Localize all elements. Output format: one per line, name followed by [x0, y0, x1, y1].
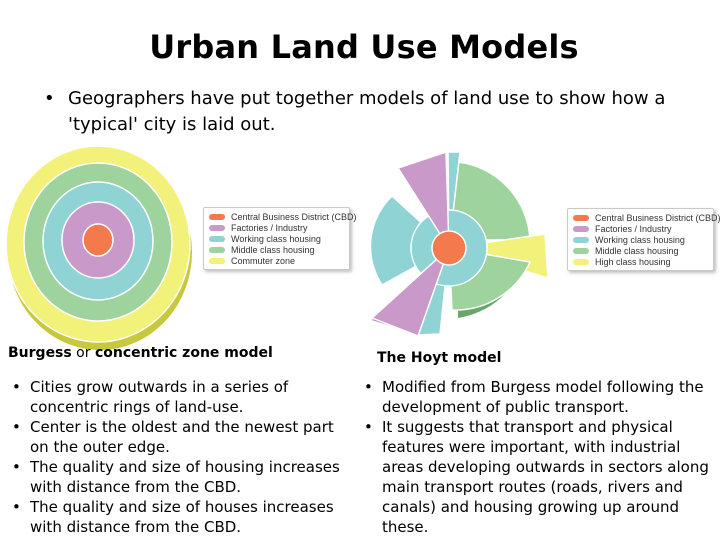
- hoyt-caption: The Hoyt model: [377, 350, 502, 366]
- hoyt-bullets: Modified from Burgess model following th…: [360, 377, 710, 537]
- legend-label: Central Business District (CBD): [231, 211, 357, 222]
- legend-item: Central Business District (CBD): [209, 211, 357, 222]
- legend-label: Central Business District (CBD): [595, 212, 721, 223]
- hoyt-bullet: It suggests that transport and physical …: [364, 417, 710, 537]
- burgess-legend: Central Business District (CBD) Factorie…: [203, 207, 357, 270]
- legend-swatch: [209, 224, 225, 231]
- legend-swatch: [573, 247, 589, 254]
- legend-label: Working class housing: [231, 233, 321, 244]
- legend-swatch: [209, 246, 225, 253]
- legend-item: Middle class housing: [209, 244, 343, 255]
- legend-label: Factories / Industry: [231, 222, 308, 233]
- hoyt-cbd: [431, 230, 467, 266]
- legend-item: Working class housing: [209, 233, 343, 244]
- burgess-diagram: [5, 145, 192, 350]
- legend-item: Commuter zone: [209, 255, 343, 266]
- legend-swatch: [209, 257, 225, 264]
- caption-part: concentric zone model: [94, 345, 273, 361]
- legend-item: High class housing: [573, 256, 707, 267]
- intro-text: Geographers have put together models of …: [40, 86, 690, 138]
- legend-item: Working class housing: [573, 234, 707, 245]
- hoyt-legend: Central Business District (CBD) Factorie…: [567, 208, 721, 271]
- legend-swatch: [573, 225, 589, 232]
- hoyt-factories-sector-top: [396, 150, 450, 251]
- legend-label: Working class housing: [595, 234, 685, 245]
- legend-item: Middle class housing: [573, 245, 707, 256]
- caption-part: or: [71, 345, 95, 361]
- legend-swatch: [573, 214, 589, 221]
- burgess-bullet: Cities grow outwards in a series of conc…: [12, 377, 348, 417]
- burgess-bullets: Cities grow outwards in a series of conc…: [8, 377, 348, 537]
- legend-swatch: [209, 213, 225, 220]
- legend-item: Factories / Industry: [209, 222, 343, 233]
- legend-label: Middle class housing: [231, 244, 315, 255]
- intro-bullet: Geographers have put together models of …: [44, 86, 690, 138]
- burgess-bullet: The quality and size of housing increase…: [12, 457, 348, 497]
- slide-title: Urban Land Use Models: [149, 28, 579, 66]
- hoyt-bullet: Modified from Burgess model following th…: [364, 377, 710, 417]
- legend-label: High class housing: [595, 256, 671, 267]
- legend-label: Commuter zone: [231, 255, 296, 266]
- legend-item: Factories / Industry: [573, 223, 707, 234]
- caption-part: Burgess: [8, 345, 72, 361]
- hoyt-working-class-sector-left: [369, 194, 451, 286]
- legend-swatch: [209, 235, 225, 242]
- hoyt-diagram: [369, 150, 549, 337]
- legend-label: Factories / Industry: [595, 223, 672, 234]
- burgess-bullet: The quality and size of houses increases…: [12, 497, 348, 537]
- legend-item: Central Business District (CBD): [573, 212, 721, 223]
- burgess-bullet: Center is the oldest and the newest part…: [12, 417, 348, 457]
- burgess-caption: Burgess or concentric zone model: [8, 345, 273, 361]
- legend-swatch: [573, 258, 589, 265]
- burgess-cbd: [82, 223, 114, 257]
- hoyt-factories-sector-bottom: [370, 247, 450, 337]
- legend-swatch: [573, 236, 589, 243]
- legend-label: Middle class housing: [595, 245, 679, 256]
